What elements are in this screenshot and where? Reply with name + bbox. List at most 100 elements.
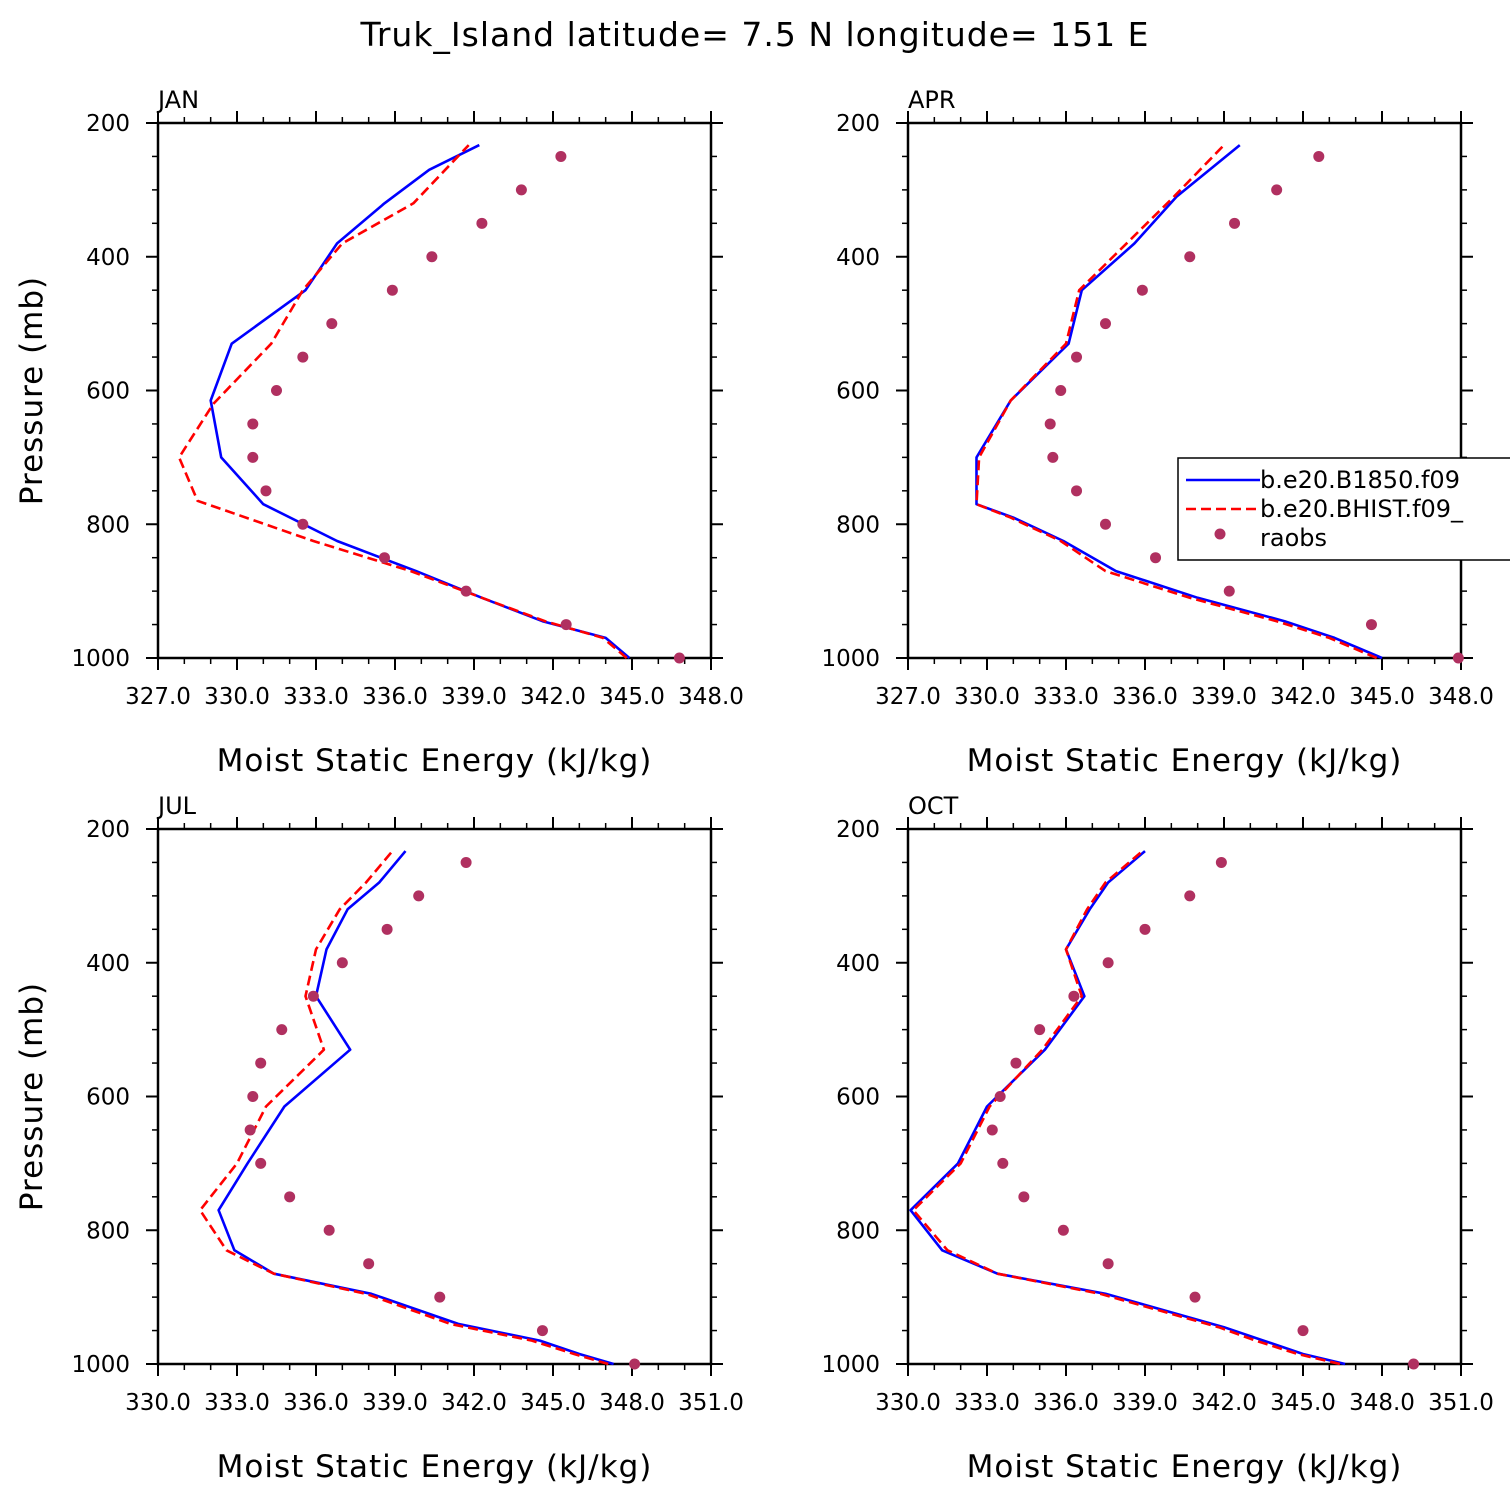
raobs-point (1452, 652, 1464, 664)
y-axis-label: Pressure (mb) (14, 982, 50, 1211)
y-tick-label: 400 (86, 245, 130, 271)
figure-title: Truk_Island latitude= 7.5 N longitude= 1… (360, 15, 1150, 54)
raobs-point (555, 150, 567, 162)
raobs-point (1102, 957, 1114, 969)
x-tick-label: 333.0 (283, 684, 349, 710)
raobs-point (1044, 418, 1056, 430)
raobs-point (307, 990, 319, 1002)
raobs-point (1102, 1258, 1114, 1270)
x-tick-label: 345.0 (1270, 1390, 1336, 1416)
plot-frame (906, 827, 1463, 1366)
x-axis-label: Moist Static Energy (kJ/kg) (217, 743, 653, 779)
raobs-point (1408, 1358, 1420, 1370)
x-tick-label: 342.0 (1270, 684, 1336, 710)
legend-raobs-swatch (1214, 528, 1226, 540)
x-tick-label: 333.0 (954, 1390, 1020, 1416)
y-tick-label: 800 (836, 1218, 880, 1244)
y-tick-label: 600 (86, 379, 130, 405)
x-tick-label: 330.0 (125, 1390, 191, 1416)
y-tick-label: 400 (86, 951, 130, 977)
y-tick-label: 800 (86, 1218, 130, 1244)
raobs-point (247, 1091, 259, 1102)
legend-raobs-label: raobs (1260, 524, 1327, 552)
raobs-point (1365, 619, 1377, 631)
raobs-point (1215, 856, 1227, 868)
raobs-point (434, 1291, 446, 1303)
x-axis-label: Moist Static Energy (kJ/kg) (967, 743, 1403, 779)
raobs-point (1229, 217, 1241, 229)
raobs-point (255, 1157, 267, 1169)
panel-apr: 327.0 330.0 333.0 336.0 339.0 342.0 345.0 348.0… (821, 86, 1493, 779)
b1850-line (975, 144, 1383, 660)
raobs-point (1055, 385, 1067, 396)
plot-frame (906, 121, 1463, 660)
raobs-point (1047, 451, 1059, 463)
raobs-point (1034, 1024, 1046, 1036)
raobs-point (1139, 923, 1151, 935)
y-tick-label: 400 (836, 951, 880, 977)
raobs-point (1184, 890, 1196, 902)
plot-frame (156, 827, 713, 1366)
b1850-line (909, 850, 1346, 1366)
raobs-point (326, 318, 338, 330)
panel-label: OCT (908, 792, 959, 820)
x-tick-label: 339.0 (1191, 684, 1257, 710)
raobs-point (986, 1124, 998, 1136)
y-tick-label: 800 (836, 512, 880, 538)
raobs-point (1297, 1325, 1309, 1337)
raobs-point (336, 957, 348, 969)
raobs-point (629, 1358, 641, 1370)
y-tick-label: 600 (836, 1085, 880, 1111)
raobs-point (1018, 1191, 1030, 1203)
x-tick-label: 336.0 (283, 1390, 349, 1416)
x-tick-label: 342.0 (441, 1390, 507, 1416)
x-tick-label: 348.0 (678, 684, 744, 710)
raobs-point (323, 1224, 335, 1236)
y-tick-label: 200 (836, 111, 880, 137)
raobs-point (1184, 251, 1196, 263)
x-tick-label: 348.0 (599, 1390, 665, 1416)
x-tick-label: 336.0 (1112, 684, 1178, 710)
panel-oct: 330.0 333.0 336.0 339.0 342.0 345.0 348.0 351.0… (821, 792, 1493, 1485)
raobs-point (476, 217, 488, 229)
x-tick-label: 351.0 (1428, 1390, 1494, 1416)
x-axis-label: Moist Static Energy (kJ/kg) (967, 1449, 1403, 1485)
y-tick-label: 600 (86, 1085, 130, 1111)
raobs-point (1010, 1057, 1022, 1069)
raobs-point (247, 418, 259, 430)
raobs-point (1068, 990, 1080, 1002)
x-tick-label: 330.0 (204, 684, 270, 710)
raobs-point (413, 890, 425, 902)
raobs-point (247, 451, 259, 463)
bhist-line (911, 850, 1341, 1366)
raobs-point (460, 585, 472, 597)
raobs-point (560, 619, 572, 631)
x-tick-label: 345.0 (599, 684, 665, 710)
raobs-point (997, 1157, 1009, 1169)
x-tick-label: 342.0 (1191, 1390, 1257, 1416)
raobs-point (515, 184, 527, 196)
bhist-line (198, 850, 609, 1366)
raobs-point (1150, 552, 1162, 564)
y-tick-label: 400 (836, 245, 880, 271)
x-tick-label: 342.0 (520, 684, 586, 710)
x-tick-label: 348.0 (1349, 1390, 1415, 1416)
y-tick-label: 1000 (821, 646, 880, 672)
x-tick-label: 333.0 (204, 1390, 270, 1416)
x-tick-label: 339.0 (362, 1390, 428, 1416)
x-tick-label: 339.0 (441, 684, 507, 710)
panel-label: JUL (156, 792, 197, 820)
raobs-point (1071, 351, 1083, 363)
legend-b1850-label: b.e20.B1850.f09 (1260, 466, 1460, 494)
x-tick-label: 351.0 (678, 1390, 744, 1416)
x-axis-label: Moist Static Energy (kJ/kg) (217, 1449, 653, 1485)
raobs-point (536, 1325, 548, 1337)
raobs-point (381, 923, 393, 935)
raobs-point (994, 1091, 1006, 1102)
bhist-line (975, 144, 1378, 660)
x-tick-label: 336.0 (1033, 1390, 1099, 1416)
raobs-point (1313, 150, 1325, 162)
y-tick-label: 600 (836, 379, 880, 405)
raobs-point (1057, 1224, 1069, 1236)
